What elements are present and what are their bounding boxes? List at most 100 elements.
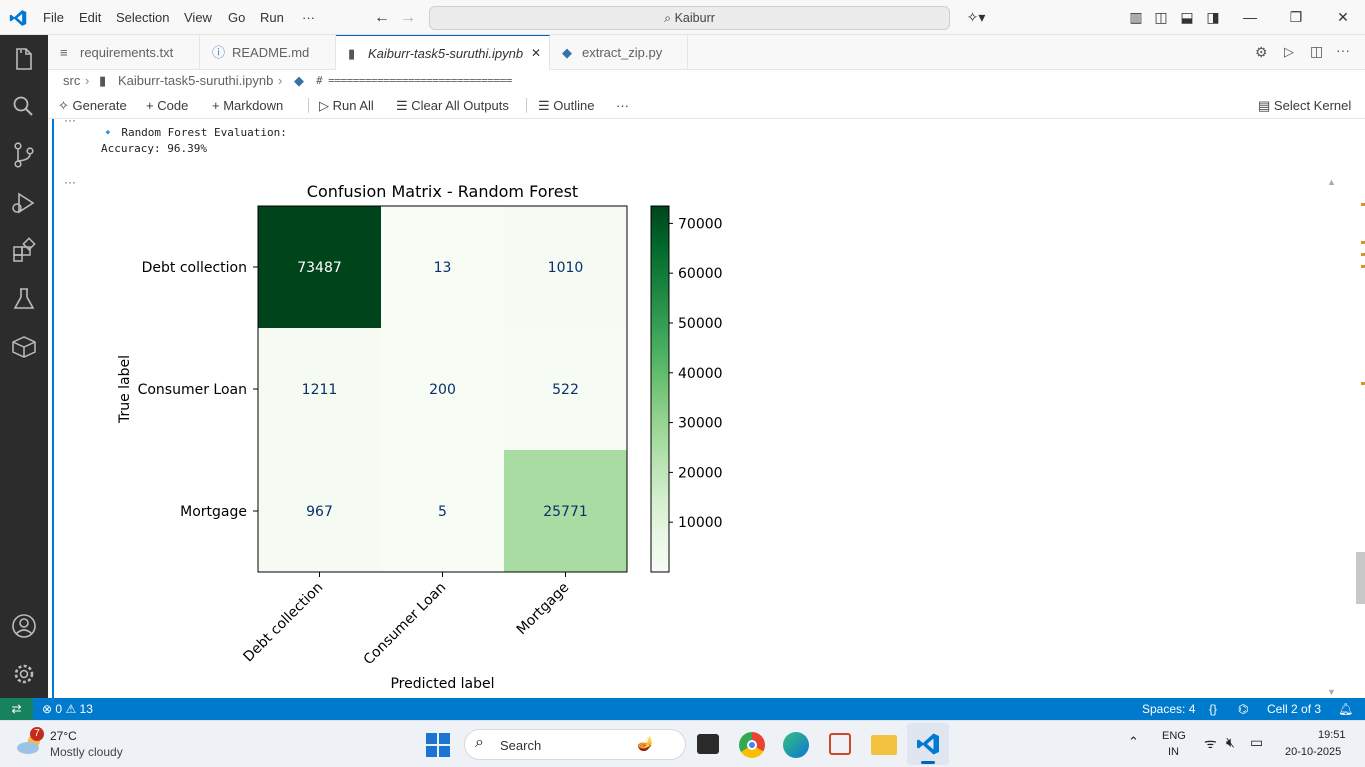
wifi-icon[interactable]: ᯤ (1204, 735, 1217, 751)
edge-icon[interactable] (783, 732, 809, 758)
notifications-bell-icon[interactable]: 🔔︎ (1338, 702, 1354, 716)
settings-gear-icon[interactable] (0, 650, 48, 698)
chrome-icon[interactable] (739, 732, 765, 758)
x-tick-label: Consumer Loan (361, 580, 450, 669)
copilot-icon[interactable]: ✧▾ (966, 9, 986, 25)
toggle-sidebar-icon[interactable]: ◫ (1154, 9, 1168, 25)
split-editor-icon[interactable]: ◫ (1310, 43, 1324, 59)
python-icon: ◆ (294, 73, 304, 88)
vscode-logo-icon[interactable] (9, 9, 27, 27)
menu-selection[interactable]: Selection (116, 10, 170, 25)
matrix-cell (381, 328, 505, 451)
generate-button[interactable]: ✧ Generate (58, 92, 127, 119)
explorer-icon[interactable] (0, 35, 48, 83)
extensions-icon[interactable] (0, 227, 48, 275)
vscode-taskbar-button[interactable] (907, 723, 949, 765)
language-code[interactable]: ENG (1162, 730, 1186, 742)
volume-muted-icon[interactable]: 🔇︎ (1226, 734, 1235, 750)
colorbar-tick-label: 60000 (678, 266, 723, 282)
menu-view[interactable]: View (184, 10, 212, 25)
language-region[interactable]: IN (1168, 746, 1179, 758)
clear-outputs-icon: ☰ (396, 98, 408, 113)
search-icon[interactable] (0, 83, 48, 131)
matrix-cell (381, 206, 505, 329)
menu-go[interactable]: Go (228, 10, 246, 25)
menu-more[interactable]: ··· (302, 10, 315, 25)
vertical-scrollbar-thumb[interactable] (1356, 552, 1365, 604)
plus-icon: + (146, 98, 154, 113)
select-kernel-button[interactable]: ▤ Select Kernel (1258, 92, 1351, 119)
run-debug-icon[interactable] (0, 179, 48, 227)
scroll-up-icon[interactable]: ▲ (1327, 177, 1336, 187)
add-code-button[interactable]: + Code (146, 92, 188, 119)
cell-value-label: 200 (429, 382, 456, 398)
vscode-logo-icon (917, 733, 939, 755)
command-center-search[interactable]: ⌕ Kaiburr (429, 6, 950, 30)
output-line-accuracy: Accuracy: 96.39% (101, 142, 207, 155)
run-icon[interactable]: ▷ (1284, 44, 1294, 59)
list-icon: ☰ (538, 98, 550, 113)
breadcrumb-src[interactable]: src (63, 73, 81, 88)
back-arrow-icon[interactable]: ← (374, 9, 390, 26)
lines-icon: ≡ (60, 45, 68, 60)
taskbar-search[interactable]: ⌕ Search 🪔 (464, 729, 686, 760)
menu-file[interactable]: File (43, 10, 64, 25)
matrix-cell (258, 450, 382, 573)
run-all-button[interactable]: ▷ Run All (319, 92, 374, 119)
chevron-up-icon[interactable]: ⌃ (1128, 734, 1139, 749)
close-window-icon[interactable]: ✕ (1337, 9, 1349, 25)
add-markdown-button[interactable]: + Markdown (212, 92, 283, 119)
remote-indicator-icon[interactable]: ⇄ (0, 698, 33, 720)
error-count: 0 (55, 702, 63, 716)
minimize-icon[interactable]: — (1243, 9, 1257, 25)
remote-explorer-icon[interactable] (0, 323, 48, 371)
tab-notebook[interactable]: ▮ Kaiburr-task5-suruthi.ipynb ✕ (336, 35, 550, 71)
gear-icon[interactable]: ⚙ (1255, 44, 1268, 60)
x-axis-label: Predicted label (390, 676, 494, 692)
menu-run[interactable]: Run (260, 10, 284, 25)
scroll-down-icon[interactable]: ▼ (1327, 687, 1336, 697)
spaces-indicator[interactable]: Spaces: 4 (1142, 702, 1196, 716)
x-tick-label: Mortgage (514, 580, 573, 639)
clear-all-outputs-button[interactable]: ☰ Clear All Outputs (396, 92, 509, 119)
snipping-tool-icon[interactable] (829, 733, 851, 755)
task-view-icon[interactable] (697, 734, 719, 754)
more-actions-icon[interactable]: ··· (1336, 42, 1350, 58)
clock-time[interactable]: 19:51 (1318, 729, 1346, 741)
problems-indicator[interactable]: ⊗ 0 ⚠ 13 (42, 698, 93, 720)
windows-taskbar: 7 27°C Mostly cloudy ⌕ Search 🪔 ⌃ ENG IN… (0, 720, 1365, 767)
cell-focus-indicator (52, 119, 54, 698)
tab-extract-zip[interactable]: ◆ extract_zip.py (550, 35, 688, 70)
colorbar-tick-label: 70000 (678, 216, 723, 232)
tab-requirements[interactable]: ≡ requirements.txt (48, 35, 200, 70)
colorbar (650, 205, 670, 573)
source-control-icon[interactable] (0, 131, 48, 179)
top-output-ellipsis[interactable]: ··· (64, 119, 76, 127)
testing-icon[interactable] (0, 275, 48, 323)
file-explorer-icon[interactable] (871, 735, 897, 755)
tab-readme[interactable]: ⓘ README.md (200, 35, 336, 70)
colorbar-tick-label: 30000 (678, 416, 723, 432)
braces-indicator[interactable]: {} (1209, 702, 1218, 716)
cell-indicator[interactable]: Cell 2 of 3 (1267, 702, 1322, 716)
more-icon[interactable]: ··· (616, 98, 629, 113)
breadcrumb-notebook[interactable]: Kaiburr-task5-suruthi.ipynb (118, 73, 274, 88)
outline-button[interactable]: ☰ Outline (538, 92, 594, 119)
forward-arrow-icon[interactable]: → (400, 9, 416, 26)
notebook-icon: ▮ (99, 73, 107, 88)
breadcrumb: src › ▮ Kaiburr-task5-suruthi.ipynb › ◆ … (48, 70, 1365, 92)
windows-start-icon[interactable] (426, 733, 450, 760)
copilot-status-icon[interactable]: ⌬ (1238, 702, 1249, 716)
breadcrumb-cell[interactable]: # ============================== (316, 74, 512, 87)
command-center-label: Kaiburr (674, 11, 715, 25)
close-tab-icon[interactable]: ✕ (530, 46, 541, 60)
toggle-secondary-sidebar-icon[interactable]: ◨ (1206, 9, 1220, 25)
toggle-panel-icon[interactable]: ⬓ (1180, 9, 1194, 25)
restore-icon[interactable]: ❐ (1289, 9, 1303, 25)
accounts-icon[interactable] (0, 602, 48, 650)
clock-date[interactable]: 20-10-2025 (1285, 746, 1342, 758)
layout-panels-icon[interactable]: ▥ (1129, 9, 1143, 25)
battery-icon[interactable]: ▭ (1250, 734, 1264, 750)
output-ellipsis[interactable]: ··· (64, 175, 76, 189)
menu-edit[interactable]: Edit (79, 10, 102, 25)
